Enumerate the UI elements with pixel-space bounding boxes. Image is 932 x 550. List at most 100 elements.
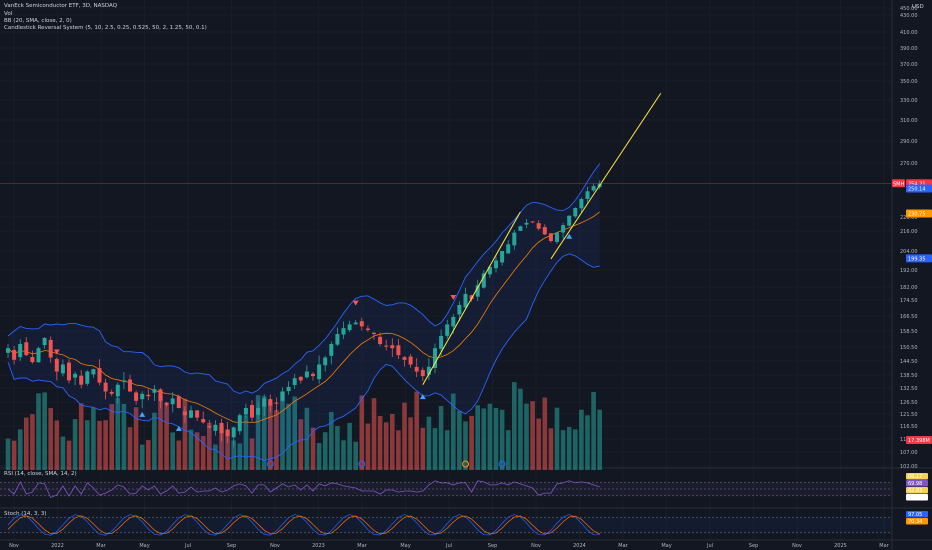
volume-bar: [243, 415, 249, 470]
rsi-line: [7, 480, 600, 499]
volume-bar: [499, 409, 505, 470]
candle-body: [518, 226, 523, 231]
candle-body: [36, 348, 41, 363]
candle-body: [274, 402, 279, 404]
candle-body: [469, 295, 474, 300]
stoch-k-line: [7, 514, 600, 536]
trendline: [422, 211, 521, 385]
volume-bar: [133, 407, 139, 470]
bb-basis: [7, 211, 600, 424]
bb-legend[interactable]: BB (20, SMA, close, 2, 0): [4, 18, 72, 24]
candle-body: [48, 339, 53, 358]
volume-bar: [66, 440, 72, 470]
candle-body: [85, 371, 90, 384]
time-tick-label: 2022: [51, 543, 64, 549]
candle-body: [79, 375, 84, 385]
time-tick-label: May: [400, 543, 410, 549]
currency-label[interactable]: USD: [912, 4, 924, 10]
candle-body: [268, 399, 273, 406]
candle-body: [396, 345, 401, 356]
volume-bar: [408, 417, 413, 470]
stoch-d-line: [7, 515, 600, 535]
candle-body: [250, 405, 254, 418]
volume-bar: [188, 429, 194, 470]
candle-body: [378, 336, 383, 344]
price-tag: [906, 184, 932, 193]
candle-body: [60, 364, 65, 374]
volume-bar: [103, 420, 108, 470]
stoch-legend[interactable]: Stoch (14, 3, 3): [4, 511, 47, 517]
price-tick-label: 204.00: [900, 249, 918, 255]
candle-body: [128, 379, 132, 392]
volume-bar: [512, 382, 517, 470]
volume-bar: [536, 418, 541, 470]
volume-legend[interactable]: Vol: [4, 11, 13, 17]
candle-body: [402, 357, 407, 360]
candle-body: [292, 378, 297, 386]
sell-marker: [53, 349, 60, 355]
time-tick-label: Sep: [488, 543, 497, 549]
earnings-marker: [266, 460, 274, 468]
indicator-legend[interactable]: Candlestick Reversal System (5, 10, 2.5,…: [4, 25, 207, 31]
price-tick-label: 166.50: [900, 314, 918, 320]
candle-body: [30, 357, 35, 363]
volume-bar: [292, 396, 297, 470]
volume-bar: [573, 429, 578, 470]
candle-body: [262, 398, 267, 407]
volume-bar: [286, 403, 291, 470]
volume-bar: [371, 398, 377, 470]
candle-body: [347, 324, 352, 331]
volume-bar: [127, 427, 133, 470]
candle-body: [18, 344, 23, 358]
volume-bars: [5, 382, 602, 470]
volume-bar: [365, 423, 371, 470]
candle-body: [475, 285, 480, 297]
candle-body: [170, 398, 175, 405]
volume-bar: [36, 393, 41, 470]
candle-body: [384, 345, 389, 347]
candle-body: [536, 223, 541, 229]
time-tick-label: Sep: [227, 543, 236, 549]
candle-body: [463, 293, 468, 308]
volume-bar: [158, 395, 163, 470]
candle-body: [225, 429, 230, 437]
volume-bar: [438, 405, 444, 470]
candle-body: [146, 394, 151, 397]
volume-bar: [30, 414, 35, 470]
candle-body: [353, 322, 358, 325]
buy-marker: [566, 233, 573, 239]
volume-bar: [213, 444, 218, 470]
price-tick-label: 228.00: [900, 215, 918, 221]
candle-body: [439, 336, 444, 349]
volume-bar: [48, 408, 53, 470]
symbol-title[interactable]: VanEck Semiconductor ETF, 3D, NASDAQ: [4, 3, 118, 9]
volume-bar: [383, 422, 389, 470]
volume-bar: [597, 409, 602, 470]
price-tag-value: 254.21: [908, 181, 926, 187]
volume-bar: [11, 440, 17, 470]
candle-body: [372, 332, 376, 334]
candle-body: [195, 410, 200, 418]
volume-bar: [420, 427, 426, 470]
candle-body: [24, 342, 29, 356]
candle-body: [524, 222, 529, 225]
candle-body: [207, 425, 212, 428]
price-tick-label: 144.50: [900, 359, 918, 365]
rsi-legend[interactable]: RSI (14, close, SMA, 14, 2): [4, 471, 77, 477]
volume-bar: [481, 408, 487, 470]
price-tick-label: 450.00: [900, 6, 918, 12]
price-tick-label: 330.00: [900, 98, 918, 104]
volume-bar: [402, 402, 407, 470]
volume-bar: [60, 436, 66, 470]
volume-bar: [469, 415, 474, 470]
price-tick-label: 132.50: [900, 386, 918, 392]
price-tag-value: 17.398M: [908, 438, 930, 444]
price-tick-label: 107.00: [900, 450, 918, 456]
volume-bar: [78, 403, 84, 470]
price-tag: [906, 209, 932, 218]
volume-bar: [225, 430, 230, 470]
volume-bar: [463, 421, 468, 470]
volume-bar: [566, 426, 572, 470]
